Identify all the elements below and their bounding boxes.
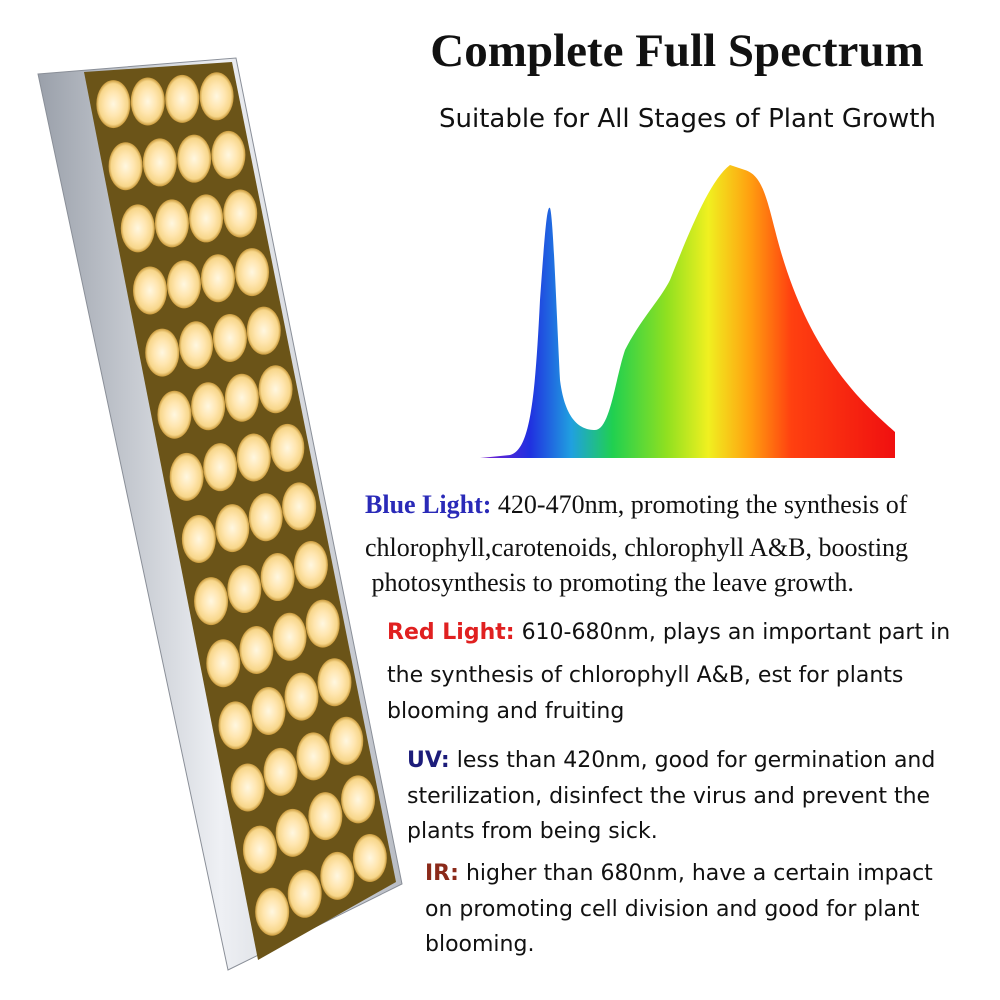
led — [154, 199, 189, 248]
section-line: Blue Light: 420-470nm, promoting the syn… — [365, 492, 907, 518]
led — [218, 701, 253, 750]
title: Complete Full Spectrum — [430, 25, 924, 77]
led — [199, 72, 234, 121]
led — [223, 189, 258, 238]
led — [206, 639, 241, 688]
led — [212, 313, 247, 362]
section-line: on promoting cell division and good for … — [425, 897, 920, 922]
section-text: less than 420nm, good for germination an… — [456, 748, 936, 773]
led — [201, 254, 235, 303]
section-line: Red Light: 610-680nm, plays an important… — [387, 622, 950, 644]
spectrum-graphic — [480, 165, 895, 458]
led — [169, 452, 204, 501]
led — [287, 869, 322, 918]
led — [191, 382, 226, 431]
led — [235, 248, 269, 297]
led — [341, 775, 376, 824]
led — [120, 204, 155, 253]
led — [133, 266, 167, 315]
led — [320, 851, 355, 900]
section-label: UV: — [407, 748, 450, 773]
led — [224, 373, 259, 422]
led — [157, 390, 192, 439]
subtitle: Suitable for All Stages of Plant Growth — [439, 104, 936, 134]
led — [352, 833, 387, 882]
led — [248, 493, 283, 542]
led — [203, 443, 238, 492]
section-line: chlorophyll,carotenoids, chlorophyll A&B… — [365, 533, 909, 562]
section-label: Red Light: — [387, 620, 515, 645]
section-label: Blue Light: — [365, 490, 492, 519]
led — [242, 825, 277, 874]
led — [251, 686, 286, 735]
section-line: the synthesis of chlorophyll A&B, est fo… — [387, 663, 904, 688]
led — [275, 808, 310, 857]
led — [142, 138, 177, 187]
led-array — [96, 72, 387, 936]
section-line: UV: less than 420nm, good for germinatio… — [407, 750, 935, 772]
section-line: blooming and fruiting — [387, 699, 625, 724]
led — [296, 732, 331, 781]
led — [227, 565, 262, 614]
led — [189, 194, 224, 243]
led — [246, 306, 281, 355]
section-line: IR: higher than 680nm, have a certain im… — [425, 863, 933, 885]
led — [239, 625, 274, 674]
section-text: 420-470nm, promoting the synthesis of — [497, 490, 908, 519]
led — [194, 577, 229, 626]
section-text: 610-680nm, plays an important part in — [521, 620, 951, 645]
section-line: photosynthesis to promoting the leave gr… — [365, 568, 854, 597]
led — [293, 541, 328, 590]
led — [165, 74, 200, 123]
section-line: plants from being sick. — [407, 819, 658, 844]
led — [270, 423, 305, 472]
led — [236, 433, 271, 482]
led — [260, 553, 295, 602]
led — [145, 328, 180, 377]
led — [211, 130, 246, 179]
led — [255, 887, 290, 936]
led — [263, 747, 298, 796]
section-line: sterilization, disinfect the virus and p… — [407, 784, 931, 809]
led — [282, 482, 317, 531]
led — [181, 514, 216, 563]
led — [130, 77, 165, 126]
led — [317, 658, 352, 707]
led — [230, 763, 265, 812]
led — [258, 365, 293, 414]
led — [179, 321, 214, 370]
led — [305, 599, 340, 648]
section-label: IR: — [425, 861, 459, 886]
led — [215, 504, 250, 553]
led — [308, 792, 343, 841]
led — [284, 672, 319, 721]
led — [329, 716, 364, 765]
led — [177, 134, 212, 183]
led — [108, 142, 143, 191]
section-text: higher than 680nm, have a certain impact — [465, 861, 933, 886]
led — [167, 260, 201, 309]
section-line: blooming. — [425, 932, 535, 957]
led — [96, 80, 131, 129]
led — [272, 612, 307, 661]
